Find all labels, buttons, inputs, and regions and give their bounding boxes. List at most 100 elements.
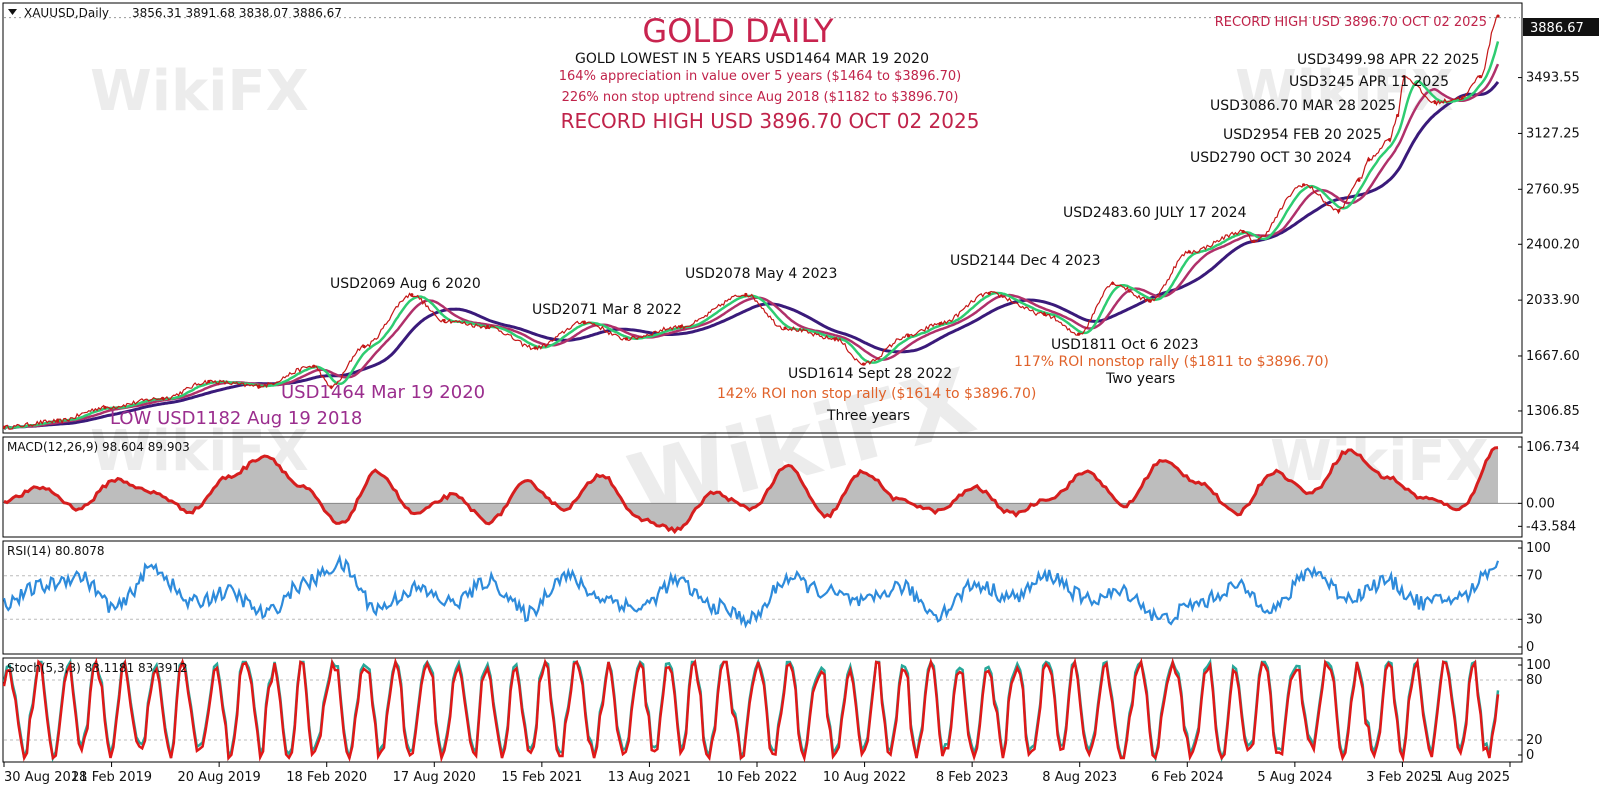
price-y-tick-label: 2400.20 xyxy=(1526,237,1580,252)
annotation-2078: USD2078 May 4 2023 xyxy=(685,266,837,282)
annotation-two-years: Two years xyxy=(1105,371,1175,387)
x-tick-label: 8 Aug 2023 xyxy=(1042,770,1117,785)
price-point xyxy=(1402,75,1406,79)
price-point xyxy=(485,325,489,329)
x-tick-label: 1 Aug 2025 xyxy=(1435,770,1510,785)
price-point xyxy=(582,320,586,324)
price-point xyxy=(1396,113,1400,118)
price-y-tick-label: 3493.55 xyxy=(1526,71,1580,86)
watermark-text: WikiFX xyxy=(1235,59,1454,124)
price-y-tick-label: 1306.85 xyxy=(1526,404,1580,419)
price-point xyxy=(861,362,866,366)
price-point xyxy=(1367,158,1371,162)
annotation-record-big: RECORD HIGH USD 3896.70 OCT 02 2025 xyxy=(561,109,980,133)
stoch-series xyxy=(3,658,1520,762)
annotation-1811: USD1811 Oct 6 2023 xyxy=(1051,337,1199,353)
stoch-label: Stoch(5,3,3) 83.1181 83.3912 xyxy=(7,661,188,675)
price-point xyxy=(987,291,991,295)
annotation-2069: USD2069 Aug 6 2020 xyxy=(330,276,481,292)
stoch-y-tick-label: 20 xyxy=(1526,733,1543,748)
macd-series xyxy=(3,446,1520,535)
annotation-2071: USD2071 Mar 8 2022 xyxy=(532,302,682,318)
macd-y-tick-label: 106.734 xyxy=(1526,440,1580,455)
price-point xyxy=(1043,312,1047,317)
price-point xyxy=(410,293,414,297)
price-series xyxy=(3,14,1520,431)
price-point xyxy=(1337,209,1341,213)
price-point xyxy=(938,321,942,326)
annotation-lowest-5y: GOLD LOWEST IN 5 YEARS USD1464 MAR 19 20… xyxy=(575,51,929,67)
watermark-text: WikiFX xyxy=(90,59,309,124)
stoch-y-tick-label: 80 xyxy=(1526,673,1543,688)
price-point xyxy=(533,346,537,350)
price-point xyxy=(1357,178,1361,182)
price-point xyxy=(161,396,165,400)
annotation-three-years: Three years xyxy=(826,408,910,424)
price-y-tick-label: 2033.90 xyxy=(1526,293,1580,308)
annotation-3245: USD3245 APR 11 2025 xyxy=(1289,74,1449,90)
price-point xyxy=(362,344,366,349)
annotation-2954: USD2954 FEB 20 2025 xyxy=(1223,127,1382,143)
price-point xyxy=(3,425,6,429)
price-point xyxy=(1302,183,1306,187)
x-tick-label: 8 Feb 2023 xyxy=(936,770,1009,785)
annotation-record-top: RECORD HIGH USD 3896.70 OCT 02 2025 xyxy=(1215,15,1487,30)
collapse-triangle-icon[interactable] xyxy=(8,9,17,15)
x-tick-label: 21 Feb 2019 xyxy=(71,770,152,785)
rsi-y-tick-label: 100 xyxy=(1526,541,1551,556)
annotation-1614: USD1614 Sept 28 2022 xyxy=(788,366,952,382)
price-point xyxy=(329,385,333,389)
price-point xyxy=(744,292,748,297)
rsi-series xyxy=(3,553,1520,629)
macd-signal-line xyxy=(3,446,1499,535)
price-point xyxy=(1252,239,1256,243)
price-point xyxy=(624,337,629,341)
stoch-main-line xyxy=(3,658,1500,762)
x-tick-label: 10 Feb 2022 xyxy=(717,770,798,785)
price-point xyxy=(1496,14,1500,18)
x-tick-label: 20 Aug 2019 xyxy=(178,770,261,785)
price-point xyxy=(1460,96,1464,100)
annotation-low-1182: LOW USD1182 Aug 19 2018 xyxy=(110,408,362,429)
annotation-1464: USD1464 Mar 19 2020 xyxy=(281,382,485,403)
price-line xyxy=(3,15,1499,430)
x-tick-label: 15 Feb 2021 xyxy=(501,770,582,785)
price-point xyxy=(207,379,211,384)
x-tick-label: 3 Feb 2025 xyxy=(1366,770,1439,785)
annotation-uptrend: 226% non stop uptrend since Aug 2018 ($1… xyxy=(562,90,959,105)
last-price-badge xyxy=(1523,18,1599,36)
macd-histogram xyxy=(4,447,1498,532)
price-point xyxy=(1478,75,1482,79)
price-point xyxy=(1111,281,1115,285)
rsi-y-tick-label: 0 xyxy=(1526,640,1534,655)
x-tick-label: 13 Aug 2021 xyxy=(608,770,691,785)
price-point xyxy=(56,419,60,423)
x-tick-label: 17 Aug 2020 xyxy=(393,770,476,785)
annotation-2790: USD2790 OCT 30 2024 xyxy=(1190,150,1352,166)
price-y-tick-label: 1667.60 xyxy=(1526,349,1580,364)
symbol-label: XAUUSD,Daily xyxy=(24,6,109,20)
price-point xyxy=(906,334,911,338)
x-tick-label: 10 Aug 2022 xyxy=(823,770,906,785)
axis-layer: 1306.85 1667.60 2033.90 2400.20 2760.95 3127.… xyxy=(3,71,1580,785)
chart-title: GOLD DAILY xyxy=(642,12,834,50)
macd-y-tick-label: -43.584 xyxy=(1526,519,1576,534)
price-point xyxy=(833,337,837,341)
price-point xyxy=(1147,299,1152,303)
annotation-2144: USD2144 Dec 4 2023 xyxy=(950,253,1101,269)
price-y-tick-label: 2760.95 xyxy=(1526,182,1580,197)
annotation-3086: USD3086.70 MAR 28 2025 xyxy=(1210,98,1396,114)
price-point xyxy=(103,405,107,410)
price-point xyxy=(1433,100,1437,105)
price-point xyxy=(679,325,683,329)
macd-label: MACD(12,26,9) 98.604 89.903 xyxy=(7,440,190,454)
rsi-panel xyxy=(2,540,1523,655)
price-panel xyxy=(2,2,1523,434)
price-y-tick-label: 3127.25 xyxy=(1526,126,1580,141)
annotation-appreciation: 164% appreciation in value over 5 years … xyxy=(559,69,962,84)
rsi-label: RSI(14) 80.8078 xyxy=(7,544,105,558)
stoch-y-tick-label: 100 xyxy=(1526,658,1551,673)
x-tick-label: 30 Aug 2018 xyxy=(4,770,87,785)
ohlc-label: 3856.31 3891.68 3838.07 3886.67 xyxy=(132,6,342,20)
